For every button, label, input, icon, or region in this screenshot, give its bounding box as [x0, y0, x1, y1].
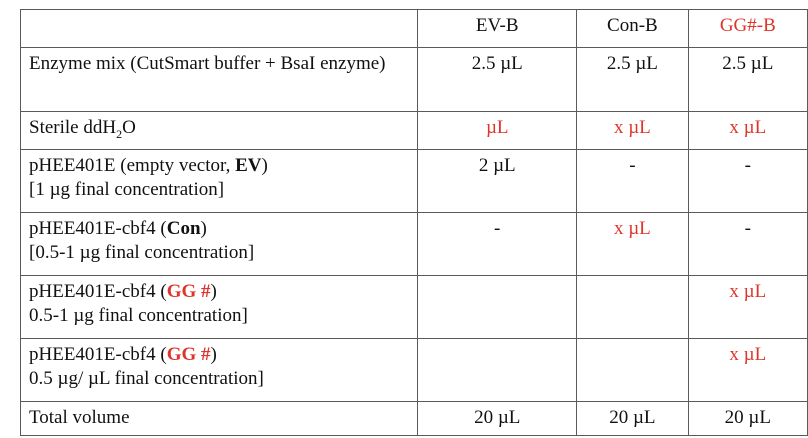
empty-vector-label-line1: pHEE401E (empty vector, EV) — [29, 154, 409, 178]
gg-plasmid-1-gg-value: x µL — [687, 275, 808, 339]
empty-vector-ev-value: 2 µL — [417, 149, 578, 213]
enzyme-mix-ev-value: 2.5 µL — [417, 47, 578, 112]
header-corner-cell — [19, 9, 419, 48]
table-row-enzyme-mix: Enzyme mix (CutSmart buffer + BsaI enzym… — [19, 47, 808, 112]
sterile-water-gg-value: x µL — [687, 111, 808, 150]
sterile-water-label-subscript: 2 — [116, 126, 123, 141]
header-row: EV-B Con-B GG#-B — [19, 9, 808, 48]
empty-vector-label-suffix: ) — [261, 155, 268, 176]
empty-vector-con-value: - — [576, 149, 689, 213]
gg-plasmid-1-label-line1: pHEE401E-cbf4 (GG #) — [29, 280, 409, 304]
table-row-gg-plasmid-2: pHEE401E-cbf4 (GG #) 0.5 µg/ µL final co… — [19, 338, 808, 402]
empty-vector-label: pHEE401E (empty vector, EV) [1 µg final … — [19, 149, 419, 213]
con-plasmid-ev-value: - — [417, 212, 578, 276]
header-con-b: Con-B — [576, 9, 689, 48]
con-plasmid-label-line1: pHEE401E-cbf4 (Con) — [29, 217, 409, 241]
gg-plasmid-1-con-value — [576, 275, 689, 339]
empty-vector-label-line2: [1 µg final concentration] — [29, 179, 225, 200]
gg-plasmid-1-label-suffix: ) — [210, 281, 217, 302]
enzyme-mix-gg-value: 2.5 µL — [687, 47, 808, 112]
table-row-sterile-water: Sterile ddH2O µL x µL x µL — [19, 111, 808, 150]
gg-plasmid-2-label-bold: GG # — [166, 344, 211, 365]
sterile-water-label-suffix: O — [122, 117, 136, 138]
con-plasmid-label-line2: [0.5-1 µg final concentration] — [29, 242, 255, 263]
con-plasmid-label-bold: Con — [166, 218, 201, 239]
gg-plasmid-2-label-line1: pHEE401E-cbf4 (GG #) — [29, 343, 409, 367]
table-row-con-plasmid: pHEE401E-cbf4 (Con) [0.5-1 µg final conc… — [19, 212, 808, 276]
con-plasmid-label-prefix: pHEE401E-cbf4 ( — [29, 218, 167, 239]
con-plasmid-label: pHEE401E-cbf4 (Con) [0.5-1 µg final conc… — [19, 212, 419, 276]
gg-plasmid-1-label-line2: 0.5-1 µg final concentration] — [29, 305, 248, 326]
header-gg-b: GG#-B — [687, 9, 808, 48]
con-plasmid-con-value: x µL — [576, 212, 689, 276]
header-ev-b: EV-B — [417, 9, 578, 48]
gg-plasmid-2-ev-value — [417, 338, 578, 402]
gg-plasmid-2-label-prefix: pHEE401E-cbf4 ( — [29, 344, 167, 365]
total-volume-gg-value: 20 µL — [687, 401, 808, 436]
con-plasmid-label-suffix: ) — [200, 218, 207, 239]
total-volume-ev-value: 20 µL — [417, 401, 578, 436]
gg-plasmid-2-gg-value: x µL — [687, 338, 808, 402]
sterile-water-label-prefix: Sterile ddH — [29, 117, 117, 138]
table-row-total-volume: Total volume 20 µL 20 µL 20 µL — [19, 401, 808, 436]
gg-plasmid-2-con-value — [576, 338, 689, 402]
con-plasmid-gg-value: - — [687, 212, 808, 276]
gg-plasmid-2-label: pHEE401E-cbf4 (GG #) 0.5 µg/ µL final co… — [19, 338, 419, 402]
gg-plasmid-1-ev-value — [417, 275, 578, 339]
sterile-water-con-value: x µL — [576, 111, 689, 150]
table-row-gg-plasmid-1: pHEE401E-cbf4 (GG #) 0.5-1 µg final conc… — [19, 275, 808, 339]
gg-plasmid-1-label: pHEE401E-cbf4 (GG #) 0.5-1 µg final conc… — [19, 275, 419, 339]
enzyme-mix-con-value: 2.5 µL — [576, 47, 689, 112]
total-volume-con-value: 20 µL — [576, 401, 689, 436]
gg-plasmid-2-label-line2: 0.5 µg/ µL final concentration] — [29, 368, 264, 389]
gg-plasmid-1-label-prefix: pHEE401E-cbf4 ( — [29, 281, 167, 302]
gg-plasmid-2-label-suffix: ) — [210, 344, 217, 365]
sterile-water-label: Sterile ddH2O — [19, 111, 419, 150]
reaction-setup-table: EV-B Con-B GG#-B Enzyme mix (CutSmart bu… — [19, 9, 808, 436]
enzyme-mix-label: Enzyme mix (CutSmart buffer + BsaI enzym… — [19, 47, 419, 112]
gg-plasmid-1-label-bold: GG # — [166, 281, 211, 302]
total-volume-label: Total volume — [19, 401, 419, 436]
empty-vector-gg-value: - — [687, 149, 808, 213]
empty-vector-label-bold: EV — [235, 155, 262, 176]
table-row-empty-vector: pHEE401E (empty vector, EV) [1 µg final … — [19, 149, 808, 213]
empty-vector-label-prefix: pHEE401E (empty vector, — [29, 155, 236, 176]
sterile-water-ev-value: µL — [417, 111, 578, 150]
